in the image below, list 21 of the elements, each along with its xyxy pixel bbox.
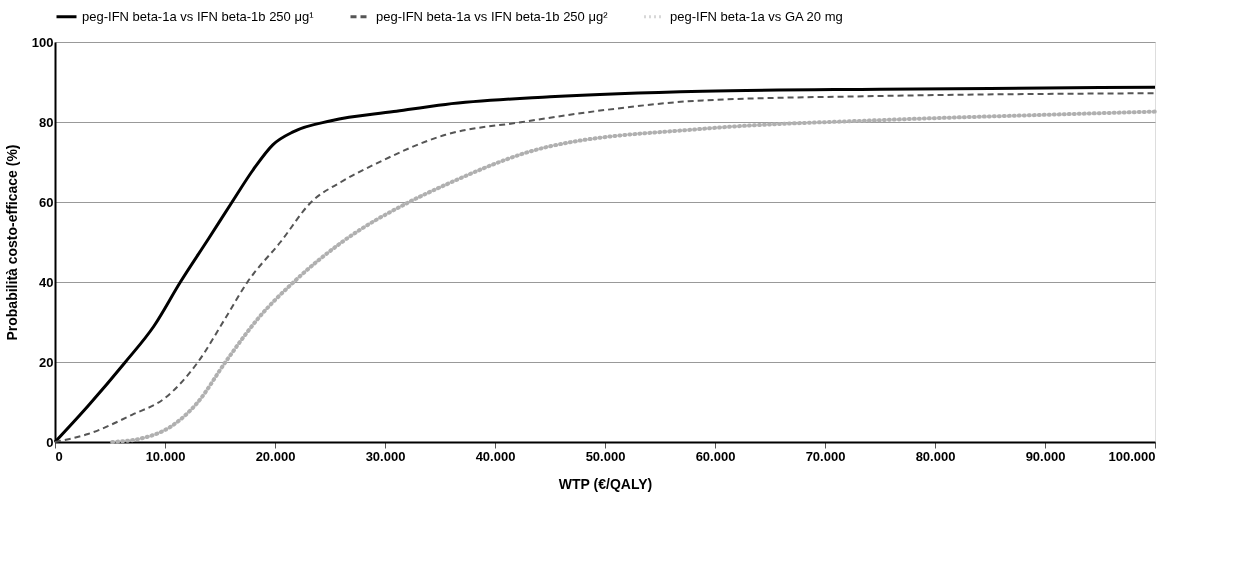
x-axis-title: WTP (€/QALY)	[558, 475, 653, 492]
y-tick-label: 40	[39, 274, 54, 290]
y-tick-label: 60	[39, 194, 54, 210]
legend-label: peg-IFN beta-1a vs IFN beta-1b 250 μg¹	[82, 8, 315, 24]
x-tick-label: 20.000	[255, 448, 296, 464]
y-tick-label: 0	[46, 434, 54, 450]
x-tick-label: 80.000	[915, 448, 956, 464]
x-tick-label: 50.000	[585, 448, 626, 464]
y-axis-title: Probabilità costo-efficace (%)	[3, 144, 20, 341]
y-tick-label: 100	[31, 34, 54, 50]
legend-label: peg-IFN beta-1a vs GA 20 mg	[670, 8, 843, 24]
x-tick-label: 60.000	[695, 448, 736, 464]
x-tick-label: 40.000	[475, 448, 516, 464]
x-tick-label: 100.000	[1108, 448, 1156, 464]
y-tick-label: 20	[39, 354, 54, 370]
x-tick-label: 70.000	[805, 448, 846, 464]
x-tick-label: 90.000	[1025, 448, 1066, 464]
y-tick-label: 80	[39, 114, 54, 130]
legend-label: peg-IFN beta-1a vs IFN beta-1b 250 μg²	[376, 8, 609, 24]
x-tick-label: 10.000	[145, 448, 186, 464]
x-tick-label: 30.000	[365, 448, 406, 464]
